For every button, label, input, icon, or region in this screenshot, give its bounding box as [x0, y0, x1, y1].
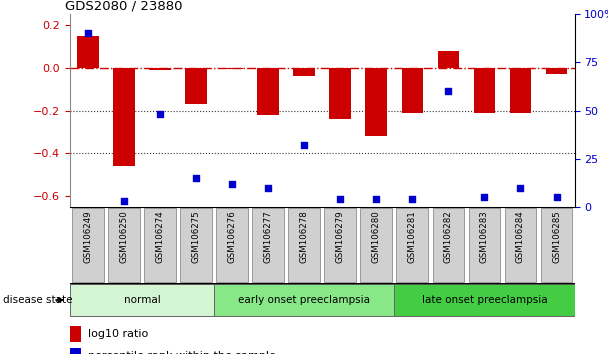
Point [299, 143, 309, 148]
Bar [149, 68, 171, 70]
FancyBboxPatch shape [108, 208, 140, 282]
Point [551, 195, 561, 200]
FancyBboxPatch shape [216, 208, 248, 282]
FancyBboxPatch shape [395, 284, 575, 316]
Bar [77, 36, 98, 68]
Bar [438, 51, 459, 68]
Text: GSM106275: GSM106275 [192, 210, 201, 263]
Text: normal: normal [123, 295, 161, 305]
Bar [70, 326, 81, 342]
Text: GSM106250: GSM106250 [120, 210, 128, 263]
Point [191, 175, 201, 181]
FancyBboxPatch shape [396, 208, 428, 282]
FancyBboxPatch shape [214, 284, 395, 316]
FancyBboxPatch shape [252, 208, 284, 282]
Point [371, 196, 381, 202]
Text: GSM106274: GSM106274 [156, 210, 165, 263]
Text: GSM106279: GSM106279 [336, 210, 345, 263]
Text: GSM106285: GSM106285 [552, 210, 561, 263]
Point [516, 185, 525, 190]
FancyBboxPatch shape [432, 208, 465, 282]
Text: early onset preeclampsia: early onset preeclampsia [238, 295, 370, 305]
Point [119, 199, 129, 204]
Bar [474, 68, 496, 113]
Point [480, 195, 489, 200]
Bar [330, 68, 351, 119]
FancyBboxPatch shape [72, 208, 104, 282]
Text: log10 ratio: log10 ratio [88, 329, 148, 339]
Text: GSM106280: GSM106280 [372, 210, 381, 263]
Point [407, 196, 417, 202]
Bar [546, 68, 567, 74]
Bar [294, 68, 315, 76]
Point [336, 196, 345, 202]
Text: GDS2080 / 23880: GDS2080 / 23880 [65, 0, 182, 13]
FancyBboxPatch shape [180, 208, 212, 282]
Text: disease state: disease state [3, 295, 72, 305]
Point [83, 31, 93, 36]
Point [155, 112, 165, 117]
Bar [70, 348, 81, 354]
FancyBboxPatch shape [325, 208, 356, 282]
FancyBboxPatch shape [144, 208, 176, 282]
FancyBboxPatch shape [505, 208, 536, 282]
Text: GSM106276: GSM106276 [227, 210, 237, 263]
Bar [257, 68, 279, 115]
Point [443, 88, 453, 94]
Text: percentile rank within the sample: percentile rank within the sample [88, 351, 275, 354]
Point [227, 181, 237, 187]
FancyBboxPatch shape [70, 284, 214, 316]
Text: late onset preeclampsia: late onset preeclampsia [421, 295, 547, 305]
Text: GSM106278: GSM106278 [300, 210, 309, 263]
Point [263, 185, 273, 190]
Bar [221, 68, 243, 69]
FancyBboxPatch shape [288, 208, 320, 282]
Text: GSM106283: GSM106283 [480, 210, 489, 263]
Bar [401, 68, 423, 113]
Bar [510, 68, 531, 113]
Text: GSM106282: GSM106282 [444, 210, 453, 263]
Bar [365, 68, 387, 136]
Text: GSM106284: GSM106284 [516, 210, 525, 263]
Text: GSM106281: GSM106281 [408, 210, 417, 263]
Text: GSM106277: GSM106277 [264, 210, 272, 263]
FancyBboxPatch shape [469, 208, 500, 282]
Text: GSM106249: GSM106249 [83, 210, 92, 263]
FancyBboxPatch shape [541, 208, 572, 282]
Bar [113, 68, 135, 166]
Bar [185, 68, 207, 104]
FancyBboxPatch shape [361, 208, 392, 282]
